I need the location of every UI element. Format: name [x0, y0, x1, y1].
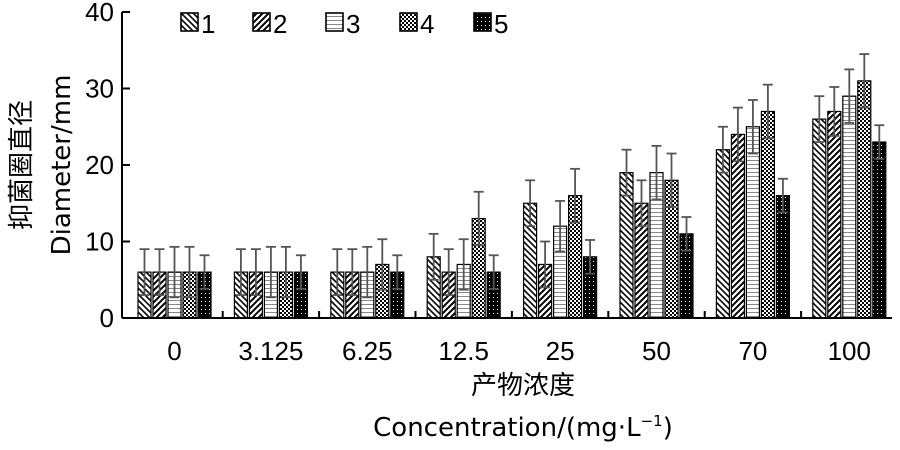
- error-bar: [844, 68, 855, 124]
- x-tick-label: 0: [167, 336, 181, 366]
- y-tick-label: 10: [85, 227, 114, 257]
- bar: [857, 80, 872, 319]
- error-bar: [235, 248, 246, 296]
- y-tick-label: 30: [85, 74, 114, 104]
- error-bar: [280, 245, 291, 299]
- x-tick-label: 3.125: [238, 336, 303, 366]
- x-axis-label-en-main: Concentration/(mg·L: [373, 413, 641, 443]
- x-tick-label: 100: [828, 336, 871, 366]
- bar: [827, 110, 842, 319]
- error-bar: [732, 106, 743, 163]
- error-bar: [377, 238, 388, 291]
- legend-swatch: [252, 12, 271, 32]
- y-ticks: 0 10 20 30 40: [85, 0, 130, 333]
- x-axis-label-en-sup: −1: [641, 412, 663, 430]
- error-bar: [184, 245, 195, 299]
- legend-label: 3: [346, 9, 360, 39]
- error-bar: [458, 238, 469, 291]
- x-tick-label: 70: [738, 336, 767, 366]
- x-axis-label-cn: 产物浓度: [471, 371, 575, 401]
- error-bar: [139, 248, 150, 296]
- error-bar: [540, 240, 551, 289]
- error-bar: [428, 232, 439, 281]
- error-bar: [265, 245, 276, 299]
- legend-swatch: [399, 12, 418, 32]
- error-bar: [621, 148, 632, 197]
- error-bar: [295, 254, 306, 290]
- error-bar: [859, 53, 870, 109]
- error-bar: [666, 152, 677, 208]
- error-bar: [585, 239, 596, 275]
- bar: [775, 195, 791, 319]
- error-bar: [169, 245, 180, 299]
- error-bar: [347, 248, 358, 296]
- legend-label: 2: [273, 9, 287, 39]
- bar: [745, 126, 761, 319]
- bar: [812, 118, 827, 319]
- error-bar: [874, 124, 885, 160]
- error-bar: [555, 200, 566, 253]
- error-bar: [814, 95, 825, 143]
- error-bar: [651, 144, 662, 201]
- error-bar: [777, 177, 788, 214]
- legend-swatch: [180, 12, 199, 32]
- x-tick-label: 6.25: [342, 336, 393, 366]
- y-axis-label-cn: 抑菌圈直径: [7, 100, 37, 230]
- y-axis-label-en: Diameter/mm: [47, 75, 77, 256]
- y-tick-label: 0: [100, 303, 114, 333]
- bars: [137, 80, 887, 319]
- error-bar: [473, 190, 484, 247]
- bar: [715, 149, 731, 319]
- error-bar: [636, 179, 647, 228]
- x-axis-label-en-end: ): [663, 413, 673, 443]
- bar: [760, 110, 776, 319]
- error-bar: [525, 179, 536, 228]
- x-tick-label: 25: [546, 336, 575, 366]
- error-bar: [154, 248, 165, 296]
- error-bar: [250, 248, 261, 296]
- error-bar: [570, 167, 581, 224]
- error-bar: [332, 248, 343, 296]
- legend-swatch: [473, 12, 492, 32]
- error-bar: [681, 216, 692, 252]
- y-tick-label: 40: [85, 0, 114, 27]
- x-tick-label: 50: [642, 336, 671, 366]
- error-bar: [762, 83, 773, 140]
- y-tick-label: 20: [85, 150, 114, 180]
- error-bars: [139, 53, 885, 299]
- error-bar: [717, 125, 728, 174]
- legend: 1 2 3 4 5: [180, 9, 508, 39]
- error-bar: [199, 254, 210, 290]
- x-tick-label: 12.5: [438, 336, 489, 366]
- bar: [872, 141, 887, 319]
- legend-label: 5: [494, 9, 508, 39]
- legend-label: 4: [420, 9, 434, 39]
- legend-swatch: [325, 12, 344, 32]
- bar: [842, 95, 857, 319]
- error-bar: [362, 245, 373, 299]
- error-bar: [443, 248, 454, 296]
- error-bar: [747, 99, 758, 155]
- x-ticks: 0 3.125 6.25 12.5 25 50 70 100: [167, 311, 871, 366]
- legend-label: 1: [201, 9, 215, 39]
- error-bar: [829, 86, 840, 137]
- error-bar: [488, 254, 499, 290]
- x-axis-label-en: Concentration/(mg·L−1): [373, 412, 673, 443]
- error-bar: [392, 254, 403, 290]
